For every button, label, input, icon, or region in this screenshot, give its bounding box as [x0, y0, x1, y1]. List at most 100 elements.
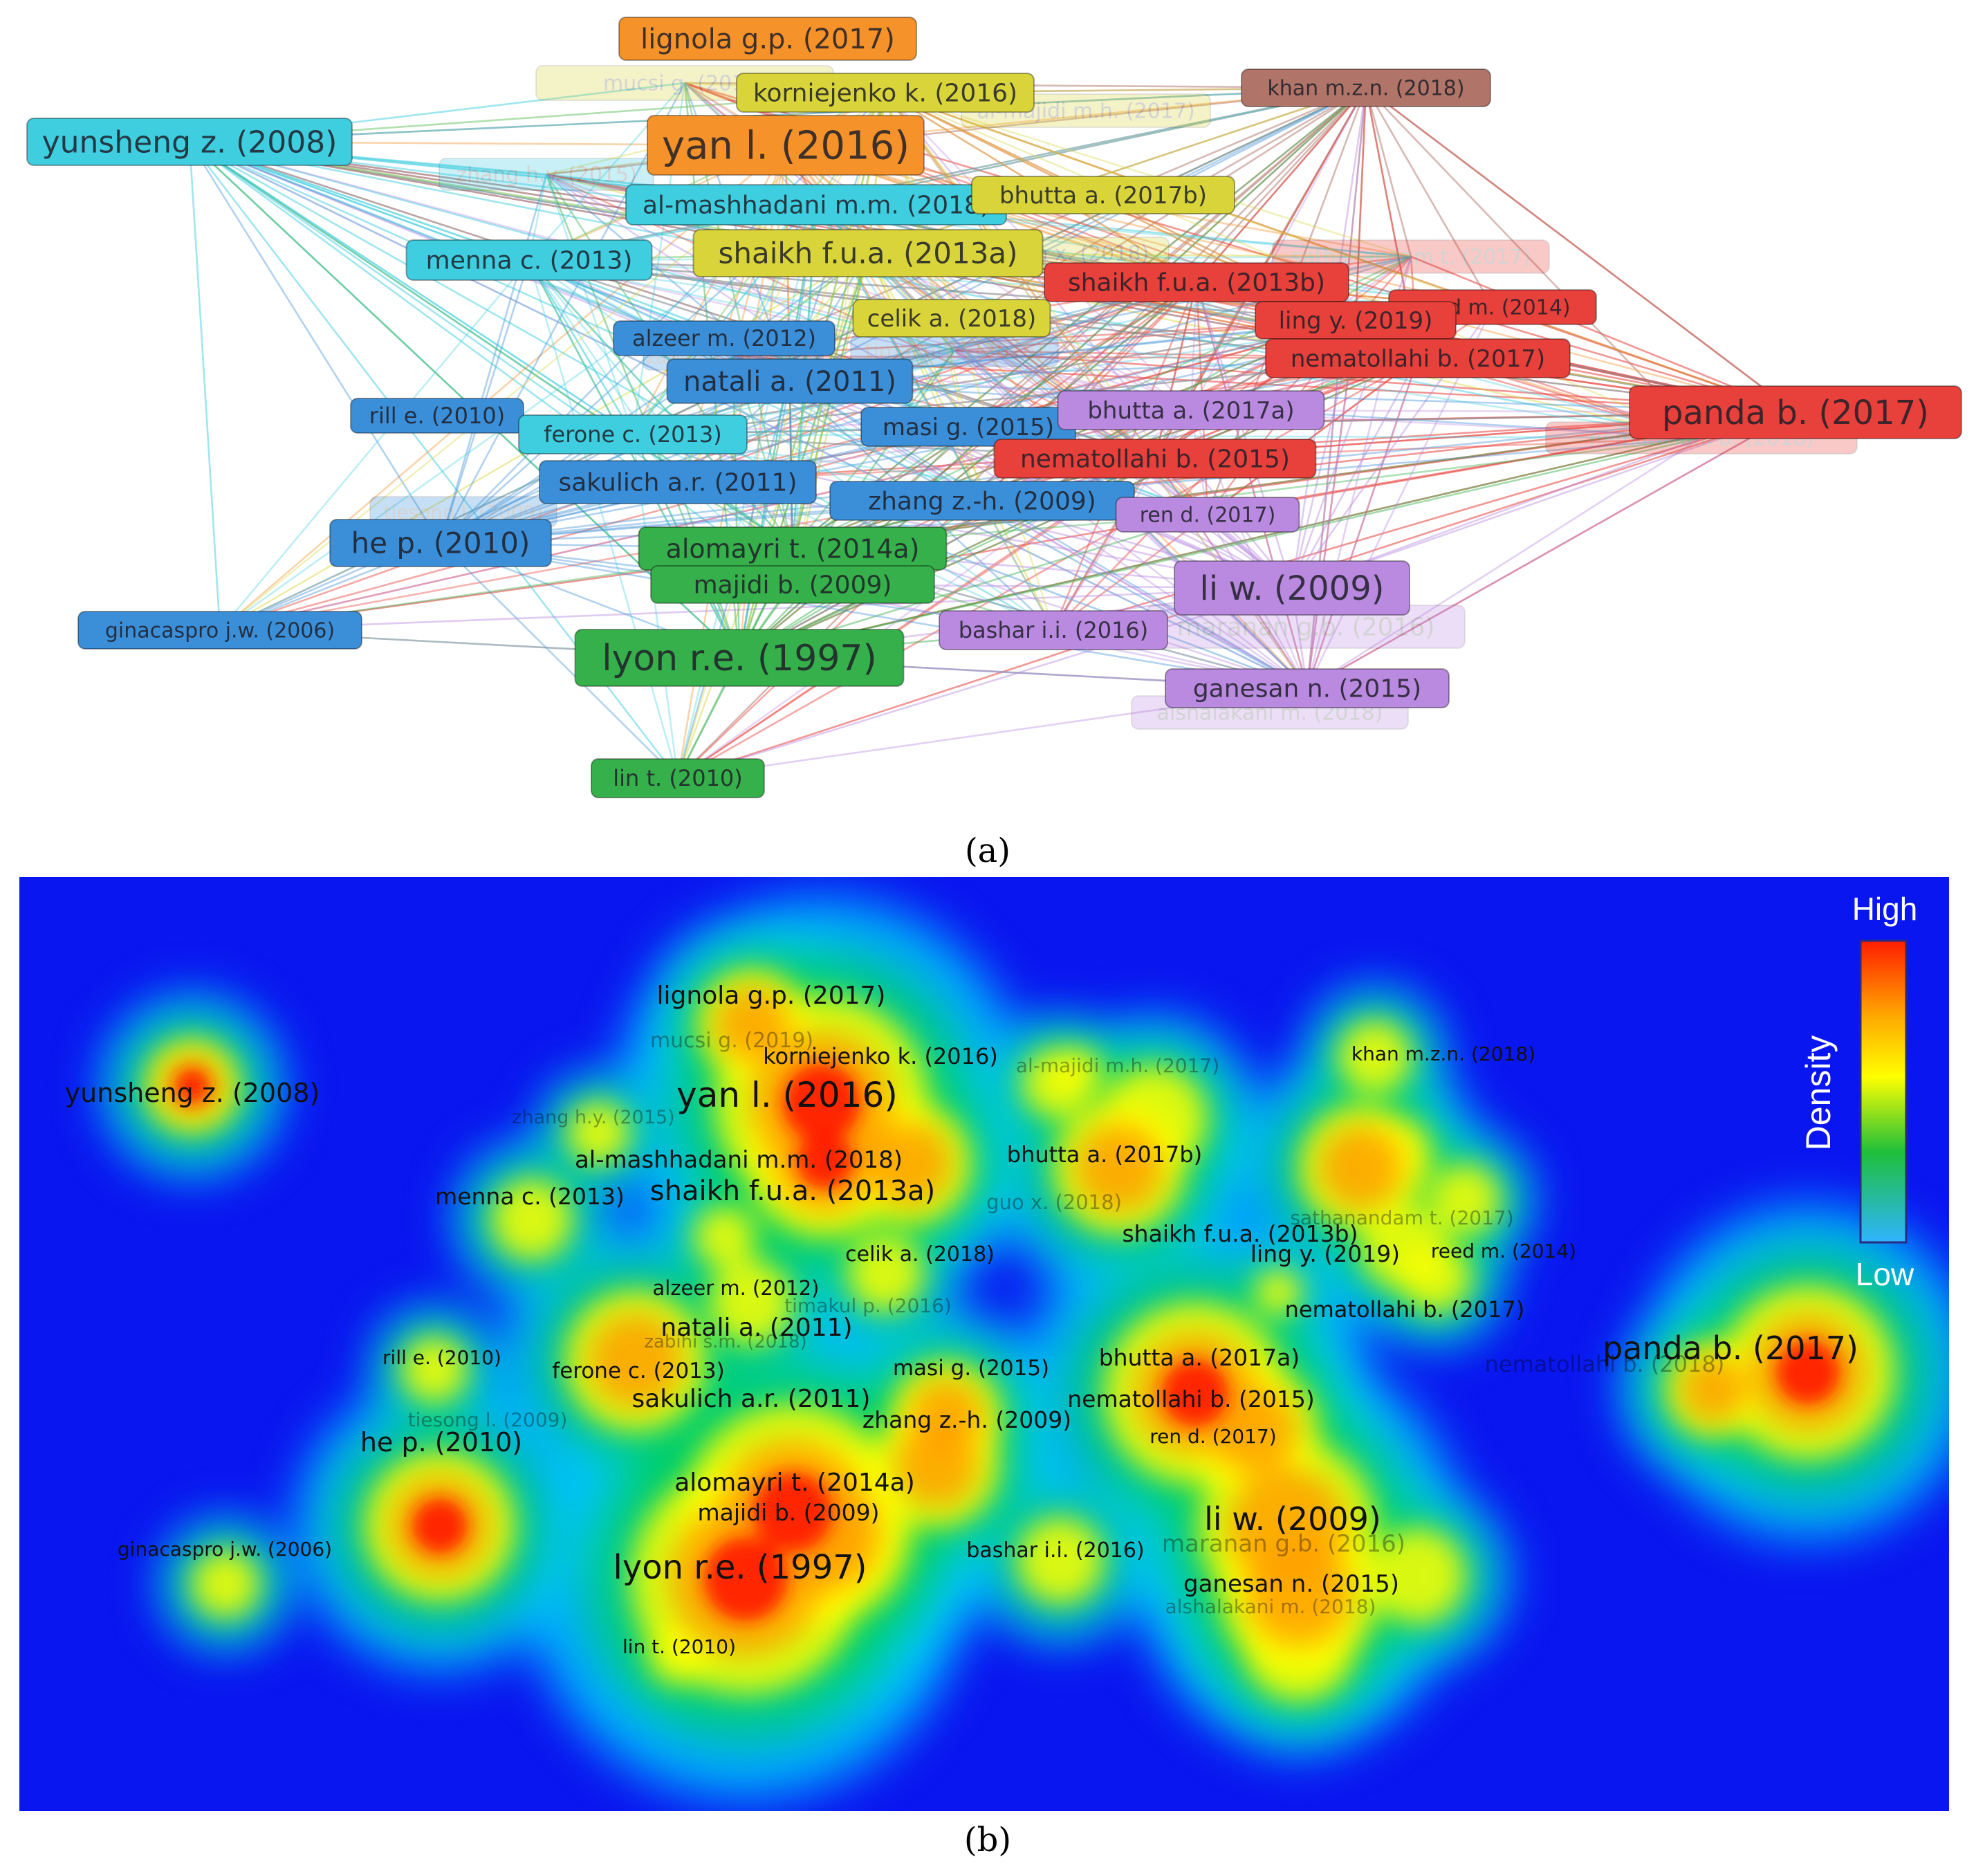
node-ferone-c-2013[interactable]: ferone c. (2013): [518, 414, 748, 454]
node-bhutta-a-2017b[interactable]: bhutta a. (2017b): [971, 176, 1235, 214]
node-lin-t-2010[interactable]: lin t. (2010): [591, 758, 765, 798]
node-box: [1165, 668, 1450, 708]
node-timakul-p-2016[interactable]: timakul p. (2016): [850, 334, 1059, 367]
citation-link: [189, 140, 634, 436]
density-label-shaikh-f-u-a-2013b: shaikh f.u.a. (2013b): [1122, 1220, 1358, 1247]
node-ganesan-n-2015[interactable]: ganesan n. (2015): [1165, 668, 1450, 708]
node-label: shaikh f.u.a. (2013b): [1068, 269, 1325, 297]
density-blob: [752, 1472, 833, 1552]
node-panda-b-2017[interactable]: panda b. (2017): [1629, 385, 1962, 439]
node-label: ganesan n. (2015): [1193, 675, 1421, 704]
citation-link: [528, 86, 1367, 261]
node-lyon-r-e-1997[interactable]: lyon r.e. (1997): [574, 629, 905, 687]
node-shaikh-f-u-a-2013b[interactable]: shaikh f.u.a. (2013b): [1044, 262, 1349, 302]
node-masi-g-2015[interactable]: masi g. (2015): [860, 407, 1076, 447]
citation-link: [1196, 87, 1367, 283]
citation-link: [219, 281, 1197, 632]
node-zhang-z-h-2009[interactable]: zhang z.-h. (2009): [829, 481, 1135, 521]
node-box: [26, 118, 353, 166]
density-label-lyon-r-e-1997: lyon r.e. (1997): [613, 1548, 867, 1587]
citation-link: [867, 252, 970, 427]
density-label-sathanandam-t-2017: sathanandam t. (2017): [1290, 1206, 1513, 1229]
density-blob: [1681, 1357, 1746, 1422]
node-al-mashhadani-m-m-2018[interactable]: al-mashhadani m.m. (2018): [625, 184, 1007, 226]
citation-link: [784, 145, 1055, 631]
node-label: rill e. (2010): [369, 403, 505, 429]
node-bashar-i-i-2016[interactable]: bashar i.i. (2016): [939, 610, 1168, 650]
citation-link: [732, 355, 1308, 690]
density-label-nematollahi-b-2015: nematollahi b. (2015): [1067, 1386, 1315, 1413]
density-label-al-mashhadani-m-m-2018: al-mashhadani m.m. (2018): [575, 1146, 903, 1174]
density-label-celik-a-2018: celik a. (2018): [845, 1242, 995, 1267]
density-blob: [1053, 1047, 1102, 1097]
node-box: [1241, 68, 1491, 107]
density-blob: [566, 1101, 630, 1165]
node-nematollahi-b-2017[interactable]: nematollahi b. (2017): [1265, 338, 1571, 378]
node-yan-l-2016[interactable]: yan l. (2016): [647, 115, 925, 176]
node-label: sakulich a.r. (2011): [558, 469, 797, 497]
citation-link: [632, 281, 1197, 436]
node-shaikh-f-u-a-2013a[interactable]: shaikh f.u.a. (2013a): [692, 229, 1044, 277]
density-blob: [1210, 1387, 1298, 1474]
node-label: zhang z.-h. (2009): [868, 488, 1096, 516]
node-yunsheng-z-2008[interactable]: yunsheng z. (2008): [26, 118, 353, 166]
node-menna-c-2013[interactable]: menna c. (2013): [405, 239, 653, 281]
citation-link: [439, 174, 548, 544]
citation-link: [677, 319, 1356, 484]
node-bhutta-a-2017a[interactable]: bhutta a. (2017a): [1057, 390, 1325, 430]
node-celik-a-2018[interactable]: celik a. (2018): [852, 299, 1051, 338]
node-ginacaspro-j-w-2006[interactable]: ginacaspro j.w. (2006): [77, 611, 362, 650]
density-label-ganesan-n-2015: ganesan n. (2015): [1183, 1570, 1399, 1598]
node-korniejenko-k-2016[interactable]: korniejenko k. (2016): [736, 73, 1035, 113]
node-majidi-b-2009[interactable]: majidi b. (2009): [650, 565, 935, 604]
citation-link: [632, 319, 1356, 436]
citation-link: [528, 82, 685, 261]
node-khan-m-z-n-2018[interactable]: khan m.z.n. (2018): [1241, 68, 1491, 107]
node-alzeer-m-2012[interactable]: alzeer m. (2012): [613, 320, 835, 356]
density-label-ling-y-2019: ling y. (2019): [1250, 1240, 1400, 1267]
citation-link: [1190, 87, 1367, 411]
citation-link: [528, 259, 634, 435]
node-box: [993, 439, 1317, 479]
citation-link: [1207, 357, 1419, 516]
citation-link: [1306, 320, 1357, 689]
node-ren-d-2017[interactable]: ren d. (2017): [1115, 497, 1300, 533]
node-maranan-g-b-2016[interactable]: maranan g.b. (2016): [1146, 605, 1466, 649]
density-label-lin-t-2010: lin t. (2010): [622, 1635, 736, 1658]
citation-link: [528, 259, 1356, 322]
node-ling-y-2019[interactable]: ling y. (2019): [1255, 301, 1457, 340]
citation-link: [1052, 87, 1367, 631]
density-blob: [782, 1063, 861, 1142]
density-blob: [694, 1206, 756, 1268]
citation-link: [1306, 320, 1357, 689]
density-label-ferone-c-2013: ferone c. (2013): [552, 1359, 724, 1383]
node-label: nematollahi b. (2017): [1291, 345, 1545, 373]
citation-link: [1306, 411, 1796, 690]
citation-link: [189, 140, 983, 502]
density-label-nematollahi-b-2017: nematollahi b. (2017): [1285, 1296, 1525, 1323]
citation-link: [219, 411, 1796, 632]
citation-link: [188, 141, 442, 544]
density-label-tiesong-l-2009: tiesong l. (2009): [408, 1408, 568, 1431]
node-natali-a-2011[interactable]: natali a. (2011): [666, 358, 914, 404]
caption-a: (a): [964, 831, 1011, 870]
node-rill-e-2010[interactable]: rill e. (2010): [350, 398, 524, 434]
node-alomayri-t-2014a[interactable]: alomayri t. (2014a): [638, 526, 948, 571]
citation-link: [1052, 458, 1156, 631]
density-label-nematollahi-b-2018: nematollahi b. (2018): [1485, 1351, 1725, 1377]
density-blob: [703, 1537, 788, 1621]
density-label-korniejenko-k-2016: korniejenko k. (2016): [763, 1043, 998, 1069]
node-label: ginacaspro j.w. (2006): [105, 619, 335, 643]
citation-link: [1291, 358, 1419, 589]
citation-link: [792, 409, 1192, 550]
node-box: [650, 565, 935, 604]
density-label-he-p-2010: he p. (2010): [360, 1427, 522, 1457]
node-sakulich-a-r-2011[interactable]: sakulich a.r. (2011): [539, 460, 817, 504]
density-blob: [412, 1498, 468, 1554]
node-box: [77, 611, 362, 650]
node-lignola-g-p-2017[interactable]: lignola g.p. (2017): [618, 17, 917, 61]
node-zhang-h-y-2015[interactable]: zhang h.y. (2015): [438, 158, 654, 191]
node-nematollahi-b-2015[interactable]: nematollahi b. (2015): [993, 439, 1317, 479]
node-li-w-2009[interactable]: li w. (2009): [1174, 560, 1410, 616]
node-he-p-2010[interactable]: he p. (2010): [329, 519, 552, 567]
